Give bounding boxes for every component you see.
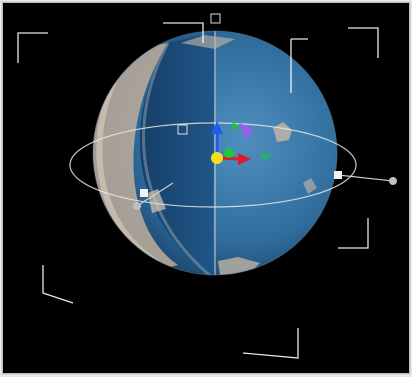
gizmo-center-icon [211, 152, 223, 164]
x-axis-arrow-icon [238, 153, 251, 165]
sphere-model[interactable] [83, 30, 338, 278]
scene-canvas[interactable] [3, 3, 409, 373]
y-axis-arrow-icon [211, 121, 223, 134]
bounding-bracket-icon [17, 22, 379, 359]
transform-gizmo-icon[interactable] [211, 119, 273, 165]
3d-viewport[interactable] [2, 2, 410, 374]
rotation-ring-icon[interactable] [69, 13, 397, 210]
z-axis-handle-icon [224, 148, 234, 158]
